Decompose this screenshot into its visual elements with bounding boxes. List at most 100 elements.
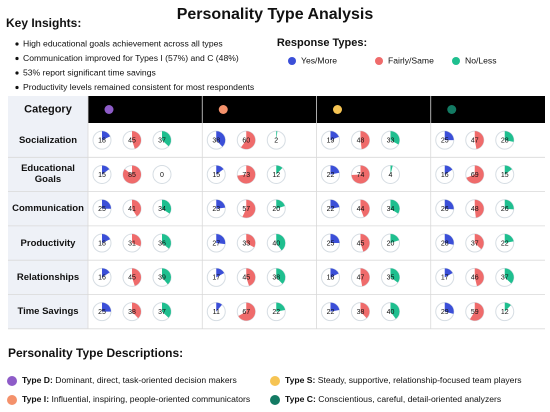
legend-dot [452, 57, 460, 65]
gauge-sector [351, 165, 370, 184]
gauge-sector [276, 302, 286, 312]
title: Personality Type Analysis [177, 6, 374, 23]
gauge-sector [330, 131, 339, 141]
gauge-value: 15 [212, 172, 220, 179]
descriptions-heading: Personality Type Descriptions: [8, 346, 183, 360]
gauge-value: 25 [441, 137, 449, 144]
type-dot [7, 376, 17, 386]
gauge-value: 39 [158, 275, 166, 282]
gauge-sector [390, 268, 400, 283]
gauge-sector [238, 302, 256, 321]
gauge-sector [504, 302, 511, 312]
gauge-value: 22 [272, 309, 280, 316]
gauge-value: 47 [357, 275, 365, 282]
bullet [15, 56, 19, 61]
gauge-sector [276, 268, 286, 284]
gauge-value: 48 [471, 206, 479, 213]
gauge-sector [162, 268, 171, 285]
gauge-value: 38 [212, 137, 220, 144]
gauge-sector [276, 131, 278, 141]
gauge-value: 85 [128, 172, 136, 179]
gauge-sector [102, 268, 110, 278]
gauge-value: 59 [471, 309, 479, 316]
gauge-value: 45 [357, 240, 365, 247]
category-label: Socialization [18, 134, 78, 146]
gauge-sector [444, 268, 453, 278]
gauge-value: 12 [501, 309, 509, 316]
legend-label: No/Less [465, 55, 497, 65]
gauge-value: 40 [387, 309, 395, 316]
gauge-value: 41 [128, 206, 136, 213]
type-name: Type C: [285, 394, 316, 404]
insight: Productivity levels remained consistent … [23, 82, 254, 92]
gauge-value: 47 [471, 137, 479, 144]
gauge-sector [132, 199, 142, 217]
gauge-sector [216, 268, 225, 278]
gauge-value: 67 [242, 309, 250, 316]
gauge-sector [474, 234, 484, 250]
gauge-sector [237, 165, 256, 184]
gauge-sector [132, 131, 142, 149]
gauge-sector [330, 199, 340, 209]
insights-heading: Key Insights: [6, 16, 81, 30]
gauge-value: 48 [357, 137, 365, 144]
gauge-value: 20 [387, 240, 395, 247]
gauge-value: 22 [327, 309, 335, 316]
gauge-value: 19 [327, 137, 335, 144]
gauge-sector [162, 234, 172, 249]
type-name: Type I: [22, 394, 49, 404]
type-dot [104, 105, 114, 114]
gauge-value: 37 [158, 309, 166, 316]
description: Type C: Conscientious, careful, detail-o… [285, 394, 501, 404]
description: Type S: Steady, supportive, relationship… [285, 375, 522, 385]
gauge-sector [276, 234, 286, 251]
gauge-sector [102, 131, 111, 141]
gauge-value: 16 [441, 172, 449, 179]
gauge-value: 15 [501, 172, 509, 179]
gauge-value: 33 [387, 137, 395, 144]
gauge-value: 2 [274, 137, 278, 144]
category-label: Relationships [16, 271, 80, 283]
gauge-value: 31 [128, 240, 136, 247]
gauge-sector [504, 165, 513, 175]
gauge-value: 45 [128, 275, 136, 282]
description: Type D: Dominant, direct, task-oriented … [22, 375, 237, 385]
gauge-sector [390, 199, 400, 214]
gauge-value: 29 [441, 309, 449, 316]
gauge-sector [360, 131, 370, 150]
gauge-sector [216, 234, 226, 245]
gauge-sector [242, 199, 256, 218]
category-label: Communication [12, 203, 84, 215]
gauge-value: 17 [212, 275, 220, 282]
gauge-value: 34 [158, 206, 166, 213]
insight: Communication improved for Types I (57%)… [23, 53, 239, 63]
gauge-value: 18 [327, 275, 335, 282]
gauge-value: 34 [387, 206, 395, 213]
category-label: Productivity [20, 237, 76, 249]
legend-label: Yes/More [301, 55, 337, 65]
gauge-value: 28 [501, 137, 509, 144]
gauge-sector [360, 234, 370, 252]
legend-label: Fairly/Same [388, 55, 434, 65]
gauge-sector [276, 165, 283, 175]
description: Type I: Influential, inspiring, people-o… [22, 394, 250, 404]
category-column [8, 96, 88, 329]
gauge-value: 36 [158, 240, 166, 247]
gauge-sector [132, 234, 141, 247]
gauge-value: 16 [98, 275, 106, 282]
bullet [15, 85, 19, 90]
gauge-value: 0 [160, 172, 164, 179]
category-label: Educational Goals [21, 163, 75, 186]
gauge-value: 60 [242, 137, 250, 144]
gauge-sector [102, 165, 110, 175]
gauge-sector [102, 302, 111, 312]
type-text: Influential, inspiring, people-oriented … [51, 394, 250, 404]
gauge-sector [504, 131, 514, 142]
gauge-value: 25 [327, 240, 335, 247]
gauge-sector [276, 199, 285, 209]
gauge-sector [240, 131, 256, 150]
type-name: Type D: [22, 375, 53, 385]
gauge-sector [469, 302, 484, 321]
gauge-value: 11 [213, 309, 220, 316]
gauge-sector [466, 165, 484, 184]
